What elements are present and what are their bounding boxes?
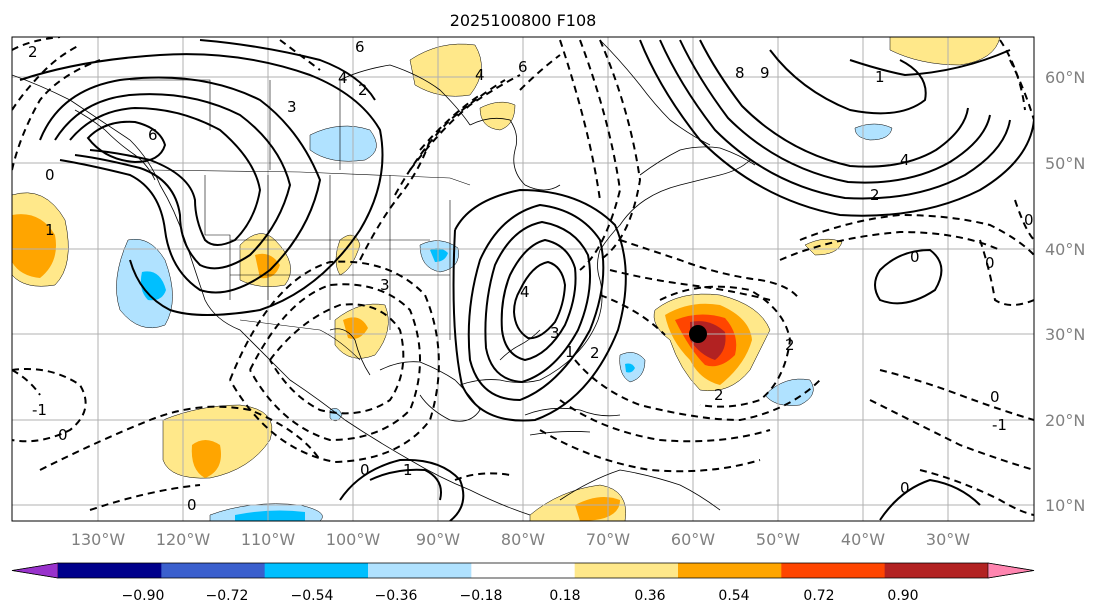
contour-label: 3 (550, 324, 560, 342)
contour-label: 0 (910, 248, 920, 266)
colorbar-tick-label: −0.36 (375, 588, 418, 604)
dashed-contours (12, 37, 1034, 516)
contour-label: 1 (875, 68, 885, 86)
contour-label: 9 (760, 64, 770, 82)
lat-label: 10°N (1045, 496, 1085, 515)
contour-label: 0 (45, 166, 55, 184)
contour-label: 0 (360, 461, 370, 479)
colorbar-tick-label: 0.18 (549, 588, 580, 604)
lat-label: 60°N (1045, 68, 1085, 87)
colorbar-tick-label: 0.90 (887, 588, 918, 604)
contour-label: 0 (58, 426, 68, 444)
colorbar-tick-label: −0.72 (206, 588, 249, 604)
colorbar-cell (58, 563, 162, 578)
contour-label: -1 (32, 401, 47, 419)
contour-label: 6 (355, 38, 365, 56)
lon-label: 40°W (841, 530, 885, 549)
contour-label: 4 (338, 69, 348, 87)
political-borders (130, 79, 471, 361)
lat-label: 30°N (1045, 325, 1085, 344)
colorbar-cell (471, 563, 576, 578)
lon-label: 50°W (756, 530, 800, 549)
colorbar-cell (264, 563, 369, 578)
map-frame (11, 36, 1035, 522)
colorbar-cell (161, 563, 266, 578)
solid-contours (19, 39, 1034, 521)
colorbar-tick-label: 0.54 (718, 588, 749, 604)
contour-label: 0 (985, 254, 995, 272)
contour-label: 0 (900, 479, 910, 497)
contour-label: 2 (785, 336, 795, 354)
lon-label: 130°W (71, 530, 126, 549)
contour-label: 2 (358, 81, 368, 99)
contour-label: 2 (28, 43, 38, 61)
contour-labels: 2 6 4 3 2 4 6 6 8 9 1 4 2 0 0 4 3 2 1 3 … (28, 38, 1034, 514)
lat-label: 40°N (1045, 240, 1085, 259)
map-title: 2025100800 F108 (450, 11, 597, 30)
contour-label: 6 (518, 58, 528, 76)
lon-label: 110°W (241, 530, 296, 549)
map-area: 2 6 4 3 2 4 6 6 8 9 1 4 2 0 0 4 3 2 1 3 … (12, 37, 1034, 521)
contour-label: 4 (520, 283, 530, 301)
lon-label: 80°W (501, 530, 545, 549)
contour-label: 1 (565, 343, 575, 361)
contour-label: 4 (900, 151, 910, 169)
contour-label: 2 (870, 186, 880, 204)
colorbar-cells (11, 562, 1035, 579)
colorbar: −0.90 −0.72 −0.54 −0.36 −0.18 0.18 0.36 … (11, 562, 1035, 604)
lon-label: 90°W (416, 530, 460, 549)
colorbar-cell (574, 563, 679, 578)
longitude-labels: 130°W 120°W 110°W 100°W 90°W 80°W 70°W 6… (71, 530, 970, 549)
contour-label: -1 (992, 416, 1007, 434)
colorbar-cell (368, 563, 472, 578)
contour-label: 3 (380, 276, 390, 294)
contour-label: 2 (714, 386, 724, 404)
contour-label: 8 (735, 64, 745, 82)
colorbar-cell (884, 563, 989, 578)
colorbar-cell (678, 563, 782, 578)
contour-label: 0 (1024, 211, 1034, 229)
latitude-labels: 60°N 50°N 40°N 30°N 20°N 10°N (1045, 68, 1085, 515)
contour-label: 1 (403, 461, 413, 479)
contour-label: 1 (45, 221, 55, 239)
contour-label: 2 (590, 344, 600, 362)
lat-label: 20°N (1045, 411, 1085, 430)
colorbar-tick-label: −0.90 (122, 588, 165, 604)
lon-label: 70°W (586, 530, 630, 549)
contour-label: 3 (287, 98, 297, 116)
lon-label: 30°W (926, 530, 970, 549)
colorbar-cell (781, 563, 886, 578)
colorbar-tick-label: 0.36 (634, 588, 665, 604)
contour-label: 0 (187, 496, 197, 514)
colorbar-tick-labels: −0.90 −0.72 −0.54 −0.36 −0.18 0.18 0.36 … (122, 588, 919, 604)
lon-label: 60°W (671, 530, 715, 549)
lon-label: 120°W (156, 530, 211, 549)
lon-label: 100°W (326, 530, 381, 549)
colorbar-tick-label: 0.72 (803, 588, 834, 604)
storm-center-marker (689, 325, 707, 343)
colorbar-cell (11, 562, 59, 579)
colorbar-cell (987, 562, 1035, 579)
contour-label: 6 (148, 126, 158, 144)
lat-label: 50°N (1045, 154, 1085, 173)
colorbar-frame (11, 562, 1035, 579)
colorbar-tick-label: −0.18 (460, 588, 503, 604)
contour-label: 0 (990, 388, 1000, 406)
contour-label: 4 (475, 66, 485, 84)
colorbar-tick-label: −0.54 (291, 588, 334, 604)
